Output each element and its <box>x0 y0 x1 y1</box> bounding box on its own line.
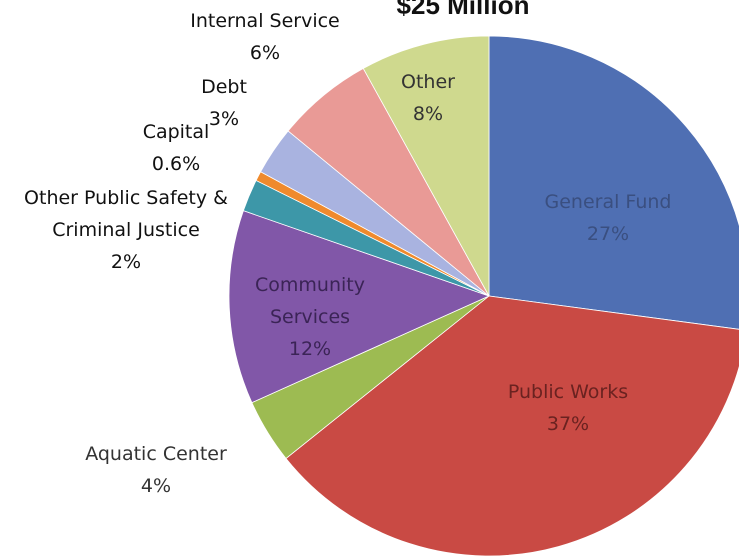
slice-label-public-works: Public Works 37% <box>508 381 628 435</box>
pie-slices <box>228 35 739 557</box>
slice-label-debt: Debt 3% <box>201 76 247 130</box>
slice-label-aquatic-center: Aquatic Center 4% <box>85 443 227 497</box>
slice-label-capital: Capital 0.6% <box>143 121 210 175</box>
pie-slice-public-works <box>285 295 739 557</box>
pie-slice-community-services <box>228 210 491 404</box>
slice-label-other-public-safety-criminal-justice: Other Public Safety & Criminal Justice 2% <box>24 187 228 273</box>
slice-label-general-fund: General Fund 27% <box>545 191 672 245</box>
slice-label-internal-service: Internal Service 6% <box>190 10 340 64</box>
slice-label-other: Other 8% <box>401 71 455 125</box>
chart-title: $25 Million <box>397 0 530 20</box>
pie-slice-other <box>362 35 490 297</box>
pie-slice-general-fund <box>488 35 739 330</box>
pie-labels: General Fund 27% Public Works 37% Aquatic Ce… <box>24 10 671 497</box>
slice-label-community-services: Community Services 12% <box>255 274 365 360</box>
